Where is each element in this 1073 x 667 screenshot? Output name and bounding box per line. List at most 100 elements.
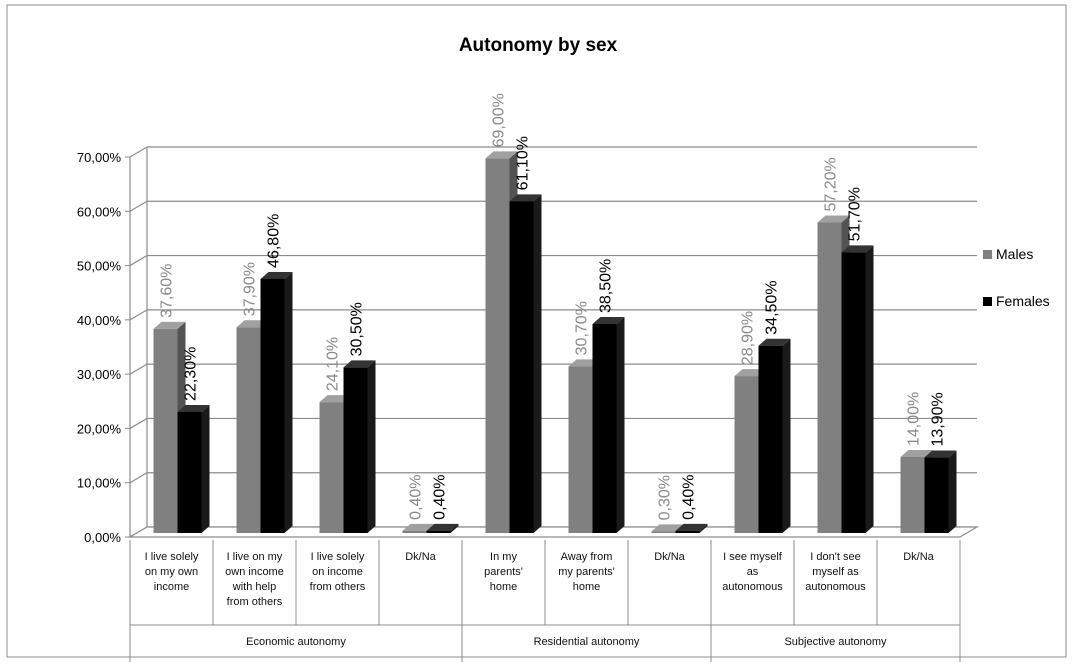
data-label-males: 24,10% xyxy=(325,337,342,391)
y-tick-label: 60,00% xyxy=(77,204,122,219)
data-label-males: 57,20% xyxy=(823,157,840,211)
bar-females xyxy=(758,345,783,533)
data-label-males: 14,00% xyxy=(906,392,923,446)
bars xyxy=(153,151,957,534)
bar-males xyxy=(817,222,842,533)
bar-side-females xyxy=(533,194,542,534)
category-label: I live on my own income with help from othe… xyxy=(225,551,284,608)
bar-top-females xyxy=(343,360,376,368)
bar-top-males xyxy=(900,450,933,457)
bar-females xyxy=(675,530,700,533)
category-label: Dk/Na xyxy=(405,551,436,563)
group-label: Residential autonomy xyxy=(534,636,640,648)
y-tick-label: 0,00% xyxy=(84,530,121,545)
bar-females xyxy=(924,457,949,533)
data-label-males: 0,30% xyxy=(657,475,674,520)
bar-females xyxy=(592,324,617,533)
bar-top-males xyxy=(817,215,850,223)
bar-side-females xyxy=(450,523,459,533)
data-label-males: 69,00% xyxy=(491,93,508,147)
bar-side-females xyxy=(782,338,791,533)
group-label: Subjective autonomy xyxy=(784,636,887,648)
bar-males xyxy=(568,366,593,533)
data-label-females: 34,50% xyxy=(764,280,781,334)
bar-top-males xyxy=(651,524,684,532)
bar-males xyxy=(153,328,178,533)
gridline-connector xyxy=(129,472,148,484)
bar-top-females xyxy=(177,404,210,412)
group-label: Economic autonomy xyxy=(246,636,346,648)
bar-top-females xyxy=(924,450,957,458)
bar-males xyxy=(319,402,344,533)
category-label: Dk/Na xyxy=(654,551,685,563)
bar-top-females xyxy=(758,338,791,346)
category-label: Dk/Na xyxy=(903,551,934,563)
bar-males xyxy=(402,530,427,533)
legend: Males Females xyxy=(983,246,1050,309)
gridline-connector xyxy=(129,200,148,212)
bar-top-females xyxy=(841,245,874,253)
bar-females xyxy=(343,367,368,533)
bar-top-females xyxy=(509,194,542,202)
bar-side-females xyxy=(284,271,293,533)
chart-title: Autonomy by sex xyxy=(459,35,618,56)
bar-males xyxy=(485,158,510,533)
data-labels: 37,60% 22,30% 37,90% 46,80% 24,10% 30,50% 0,40… xyxy=(159,93,947,520)
bar-side-females xyxy=(201,404,210,533)
data-label-females: 0,40% xyxy=(681,474,698,519)
bar-side-females xyxy=(699,523,708,533)
data-label-females: 38,50% xyxy=(598,259,615,313)
category-labels: I live solely on my own income I live on my… xyxy=(145,551,935,648)
data-label-males: 0,40% xyxy=(408,474,425,519)
y-tick-label: 70,00% xyxy=(77,150,122,165)
y-tick-label: 40,00% xyxy=(77,313,122,328)
bar-top-males xyxy=(153,321,186,329)
bar-side-females xyxy=(865,245,874,534)
bar-females xyxy=(177,411,202,533)
data-label-females: 22,30% xyxy=(183,347,200,401)
bar-side-females xyxy=(367,360,376,533)
data-label-females: 61,10% xyxy=(515,136,532,190)
data-label-males: 37,90% xyxy=(242,262,259,316)
gridline-connector xyxy=(129,417,148,429)
bar-females xyxy=(260,278,285,533)
bar-males xyxy=(651,531,676,533)
data-label-females: 51,70% xyxy=(847,187,864,241)
category-label: I don't see myself as autonomous xyxy=(805,551,866,593)
data-label-males: 28,90% xyxy=(740,311,757,365)
bar-top-females xyxy=(260,271,293,279)
category-label: In my parents' home xyxy=(484,551,523,593)
bar-females xyxy=(841,252,866,534)
gridline-connector xyxy=(129,146,148,158)
legend-swatch-males xyxy=(983,250,992,259)
category-label: I see myself as autonomous xyxy=(722,551,783,593)
gridline-connector xyxy=(129,255,148,267)
bar-males xyxy=(900,457,925,533)
gridline-connector xyxy=(129,363,148,375)
y-tick-label: 10,00% xyxy=(77,476,122,491)
y-tick-label: 30,00% xyxy=(77,367,122,382)
category-label: Away from my parents' home xyxy=(558,551,615,593)
bar-top-males xyxy=(485,151,518,159)
bar-males xyxy=(734,376,759,533)
category-label: I live solely on income from others xyxy=(310,551,366,593)
bar-top-males xyxy=(402,523,435,531)
bar-side-females xyxy=(616,317,625,533)
y-tick-label: 20,00% xyxy=(77,421,122,436)
bar-males xyxy=(236,327,261,533)
legend-label-males: Males xyxy=(996,246,1033,262)
bar-side-females xyxy=(948,450,957,533)
data-label-females: 46,80% xyxy=(266,214,283,268)
category-label: I live solely on my own income xyxy=(145,551,199,593)
bar-females xyxy=(426,530,451,533)
legend-label-females: Females xyxy=(996,293,1050,309)
data-label-males: 30,70% xyxy=(574,301,591,355)
data-label-males: 37,60% xyxy=(159,264,176,318)
gridline-connector xyxy=(129,309,148,321)
bar-top-females xyxy=(426,523,459,531)
bar-top-females xyxy=(592,317,625,324)
legend-swatch-females xyxy=(983,297,992,306)
bar-females xyxy=(509,201,534,534)
